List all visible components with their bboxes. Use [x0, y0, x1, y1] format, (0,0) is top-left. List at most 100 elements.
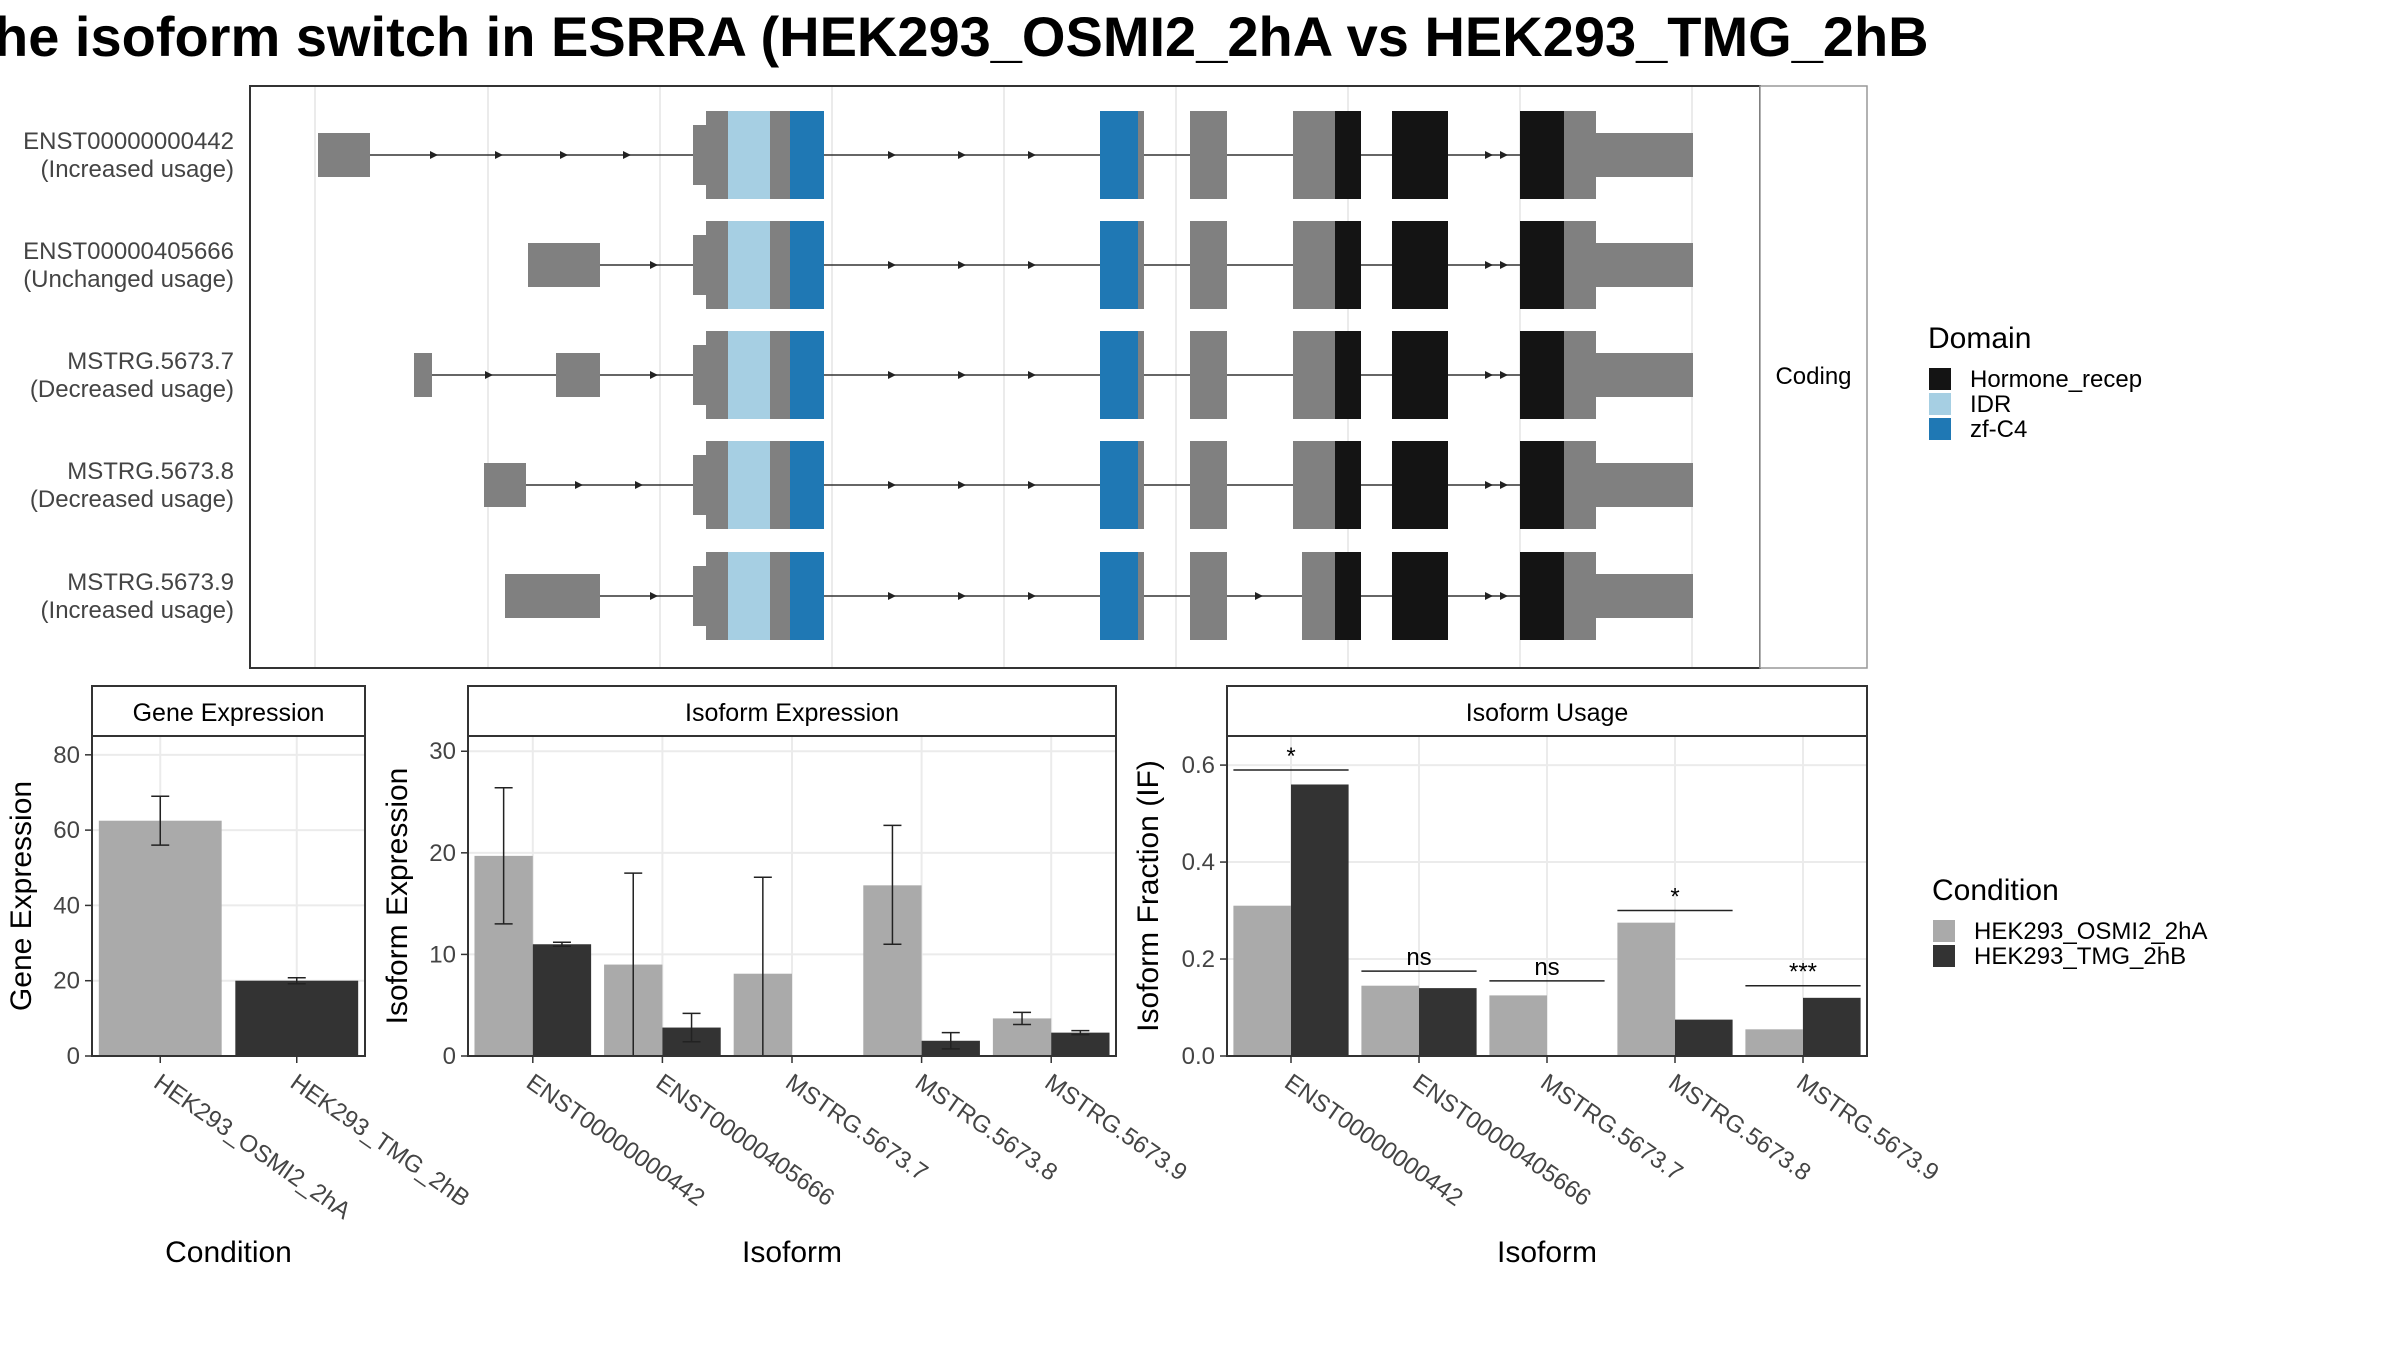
bar: [1419, 988, 1477, 1056]
intron-arrow: [888, 151, 896, 159]
x-tick-label: MSTRG.5673.9: [1792, 1069, 1944, 1187]
exon: [1138, 552, 1144, 640]
legend-title: Condition: [1932, 874, 2059, 907]
significance-label: *: [1670, 884, 1679, 911]
x-tick-label: MSTRG.5673.8: [1664, 1069, 1816, 1187]
exon: [693, 455, 710, 515]
transcript-id-label: MSTRG.5673.9: [67, 569, 234, 596]
exon: [1190, 221, 1227, 309]
exon: [1293, 221, 1335, 309]
exon: [1596, 243, 1693, 287]
exon: [1392, 331, 1448, 419]
exon: [1392, 552, 1448, 640]
intron-arrow: [1028, 371, 1036, 379]
intron-arrow: [958, 261, 966, 269]
exon: [706, 111, 728, 199]
chart-title: Isoform Expression: [685, 699, 899, 727]
exon: [790, 331, 824, 419]
legend-label: HEK293_TMG_2hB: [1974, 943, 2186, 970]
intron-arrow: [958, 592, 966, 600]
bar: [1051, 1032, 1110, 1056]
y-axis-label: Isoform Fraction (IF): [1132, 760, 1165, 1032]
isoform-expression-chart: Isoform Expression0102030ENST00000000442…: [381, 685, 1192, 1269]
intron-arrow: [650, 592, 658, 600]
exon: [414, 353, 432, 397]
intron-arrow: [958, 481, 966, 489]
exon: [790, 552, 824, 640]
transcript-usage-label: (Increased usage): [41, 597, 234, 624]
x-axis-label: Isoform: [742, 1236, 842, 1269]
exon: [1596, 133, 1693, 177]
exon: [1100, 331, 1138, 419]
exon: [484, 463, 526, 507]
y-tick-label: 0.6: [1182, 752, 1215, 779]
exon: [770, 331, 790, 419]
legend-swatch: [1929, 368, 1951, 390]
exon: [1520, 441, 1564, 529]
exon: [1138, 111, 1144, 199]
exon: [1190, 331, 1227, 419]
intron-arrow: [495, 151, 503, 159]
exon: [693, 566, 710, 626]
exon: [1293, 441, 1335, 529]
bar: [1617, 922, 1675, 1056]
exon: [693, 345, 710, 405]
exon: [318, 133, 370, 177]
exon: [790, 111, 824, 199]
transcript-usage-label: (Unchanged usage): [23, 266, 234, 293]
exon: [528, 243, 600, 287]
intron-arrow: [1028, 592, 1036, 600]
exon: [1335, 221, 1361, 309]
intron-arrow: [1485, 481, 1493, 489]
figure-title: he isoform switch in ESRRA (HEK293_OSMI2…: [0, 5, 1929, 68]
exon: [1564, 331, 1596, 419]
transcript-row: MSTRG.5673.9(Increased usage): [41, 552, 1693, 640]
exon: [1190, 111, 1227, 199]
y-tick-label: 0: [67, 1043, 80, 1070]
facet-strip-label: Coding: [1775, 363, 1851, 390]
intron-arrow: [575, 481, 583, 489]
exon: [770, 221, 790, 309]
isoform-usage-chart: *ns ns****Isoform Usage0.00.20.40.6ENST00…: [1132, 685, 1944, 1269]
legend-swatch: [1933, 920, 1955, 942]
x-axis-label: Condition: [165, 1236, 292, 1269]
bar: [1489, 995, 1547, 1056]
transcript-usage-label: (Decreased usage): [30, 376, 234, 403]
exon: [1335, 111, 1361, 199]
exon: [770, 441, 790, 529]
exon: [1190, 441, 1227, 529]
exon: [1596, 574, 1693, 618]
transcript-row: ENST00000000442(Increased usage): [23, 111, 1693, 199]
exon: [1302, 552, 1335, 640]
significance-label: *: [1286, 743, 1295, 770]
intron-arrow: [1500, 481, 1508, 489]
exon: [706, 441, 728, 529]
bar: [1675, 1019, 1733, 1056]
exon: [1520, 552, 1564, 640]
intron-arrow: [888, 592, 896, 600]
intron-arrow: [1485, 592, 1493, 600]
transcript-row: MSTRG.5673.7(Decreased usage): [30, 331, 1693, 419]
y-tick-label: 0.2: [1182, 946, 1215, 973]
intron-arrow: [1485, 261, 1493, 269]
intron-arrow: [430, 151, 438, 159]
intron-arrow: [650, 261, 658, 269]
y-tick-label: 0.4: [1182, 849, 1215, 876]
exon: [1100, 552, 1138, 640]
bar: [532, 944, 592, 1056]
significance-label: ns: [1534, 954, 1559, 981]
x-axis-label: Isoform: [1497, 1236, 1597, 1269]
bar: [1291, 784, 1349, 1056]
transcript-row: MSTRG.5673.8(Decreased usage): [30, 441, 1693, 529]
exon: [1138, 441, 1144, 529]
exon: [728, 111, 770, 199]
intron-arrow: [958, 371, 966, 379]
transcript-row: ENST00000405666(Unchanged usage): [23, 221, 1693, 309]
exon: [790, 221, 824, 309]
intron-arrow: [1500, 151, 1508, 159]
y-tick-label: 20: [429, 840, 456, 867]
exon: [1564, 552, 1596, 640]
legend-title: Domain: [1928, 322, 2031, 355]
